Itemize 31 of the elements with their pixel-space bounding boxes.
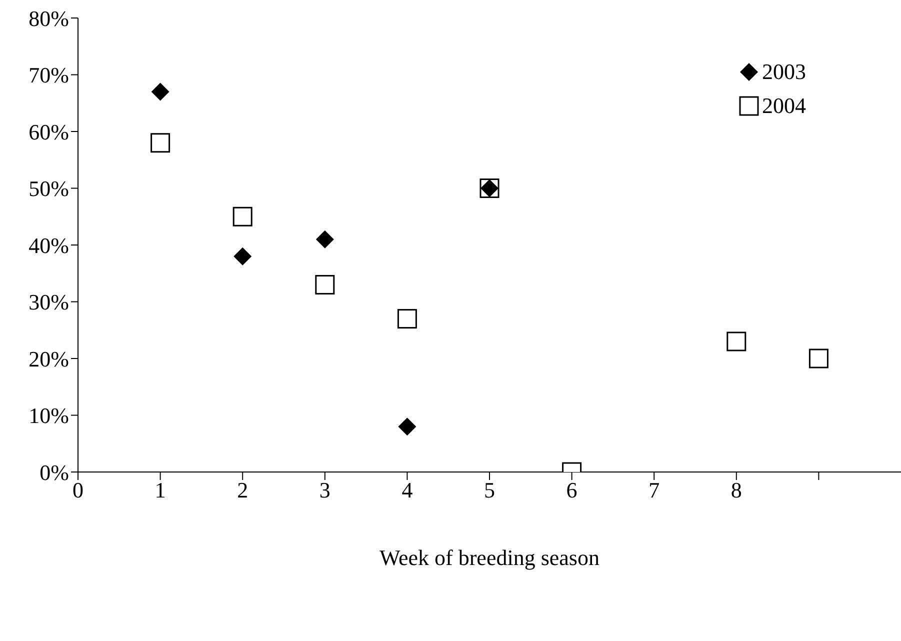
point <box>150 133 170 153</box>
point <box>234 247 252 266</box>
point <box>808 348 828 368</box>
y-tick-label: 40% <box>28 232 69 258</box>
y-tick-label: 30% <box>28 290 69 315</box>
y-tick-label: 20% <box>28 346 69 372</box>
point <box>726 332 746 352</box>
y-tick-label: 60% <box>28 119 69 144</box>
point <box>316 230 334 248</box>
point <box>151 82 170 101</box>
y-tick-label: 50% <box>28 176 69 202</box>
x-tick-label: 0 <box>72 478 84 503</box>
y-tick-label: 10% <box>28 403 69 428</box>
point <box>232 206 252 226</box>
x-tick-label: 7 <box>648 478 660 503</box>
x-tick-label: 8 <box>730 478 742 503</box>
y-tick-label: 0% <box>40 460 69 485</box>
legend-label: 2004 <box>762 93 806 119</box>
point <box>397 309 417 329</box>
x-tick-label: 1 <box>154 478 166 503</box>
point <box>398 418 416 436</box>
x-axis-title: Week of breeding season <box>380 545 600 570</box>
y-tick-label: 80% <box>28 6 69 31</box>
x-tick-label: 4 <box>402 478 413 503</box>
x-tick-label: 3 <box>319 478 330 503</box>
x-tick-label: 5 <box>484 478 495 503</box>
y-tick-label: 70% <box>28 62 69 88</box>
x-tick-label: 6 <box>566 478 578 503</box>
legend-label: 2003 <box>762 59 806 85</box>
x-tick-label: 2 <box>237 478 248 503</box>
point <box>315 274 335 294</box>
